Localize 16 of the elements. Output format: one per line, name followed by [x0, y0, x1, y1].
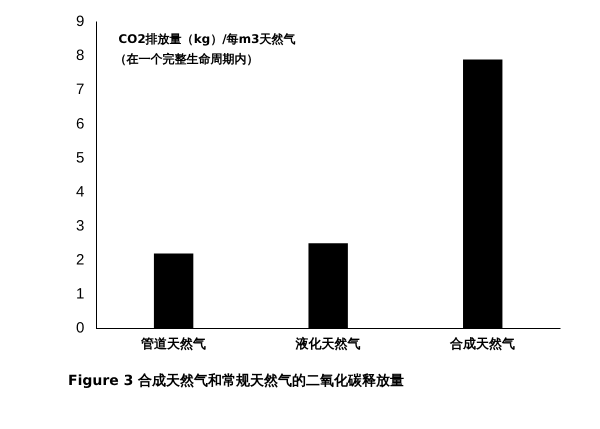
- y-tick-label: 1: [76, 285, 84, 302]
- text: CO2排放量（kg）/每m3天然气: [118, 32, 296, 46]
- x-tick-label: 管道天然气: [140, 336, 206, 351]
- y-tick-label: 6: [76, 115, 84, 132]
- caption: Figure 3 合成天然气和常规天然气的二氧化碳释放量: [68, 372, 404, 390]
- y-tick-label: 4: [76, 183, 84, 200]
- y-tick-label: 3: [76, 217, 84, 234]
- x-tick-label: 液化天然气: [294, 336, 361, 351]
- x-tick-label: 合成天然气: [449, 336, 516, 351]
- y-tick-label: 8: [76, 47, 84, 64]
- y-tick-label: 0: [76, 320, 84, 337]
- y-tick-label: 2: [76, 251, 84, 268]
- y-tick-label: 5: [76, 149, 84, 166]
- y-tick-label: 7: [76, 81, 84, 98]
- text: （在一个完整生命周期内）: [114, 52, 258, 66]
- y-tick-label: 9: [76, 13, 84, 30]
